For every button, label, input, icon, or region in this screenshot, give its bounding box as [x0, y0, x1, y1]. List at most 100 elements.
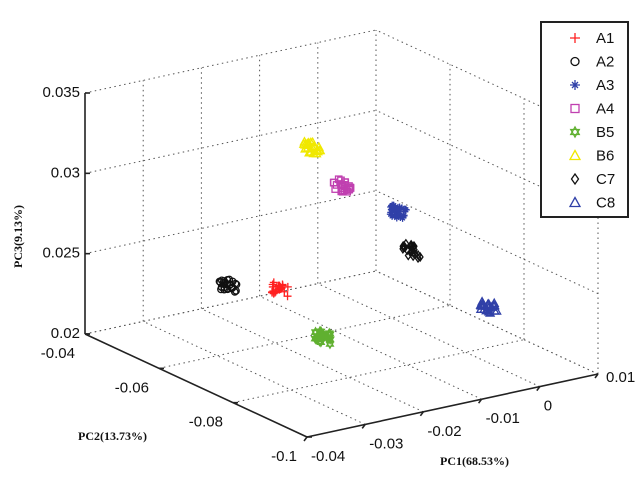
legend-marker-icon — [570, 80, 580, 90]
data-point — [316, 336, 326, 348]
y-tick-label: -0.1 — [271, 448, 297, 465]
data-point — [414, 250, 422, 261]
grid-line — [232, 339, 525, 404]
data-point — [416, 251, 424, 263]
grid-line — [259, 295, 482, 400]
y-axis-label: PC2(13.73%) — [78, 429, 147, 443]
legend-label: C7 — [596, 171, 615, 188]
data-point — [388, 211, 397, 220]
data-point — [216, 278, 225, 287]
data-point — [390, 205, 399, 214]
series-B5 — [310, 325, 335, 350]
legend-item-A1: A1 — [570, 30, 614, 47]
legend-label: A3 — [596, 77, 614, 94]
data-point — [393, 203, 402, 212]
x-tick-label: -0.01 — [486, 410, 520, 427]
y-tick-label: -0.08 — [189, 414, 223, 431]
data-point — [298, 138, 309, 148]
z-tick-label: 0.02 — [51, 325, 80, 342]
data-point — [269, 278, 278, 287]
data-point — [400, 241, 408, 252]
data-point — [217, 283, 226, 291]
data-point — [345, 185, 353, 194]
grid-line — [84, 109, 377, 174]
data-point — [323, 332, 333, 343]
grid-line — [142, 320, 366, 425]
grid-line — [84, 29, 377, 94]
series-C7 — [399, 238, 424, 264]
grid-line — [317, 283, 541, 388]
legend-marker-icon — [568, 149, 582, 161]
data-point — [392, 213, 401, 222]
data-point — [482, 299, 493, 309]
data-point — [304, 147, 315, 157]
legend-marker-icon — [570, 172, 580, 186]
x-tick-label: -0.04 — [311, 448, 345, 465]
legend-marker-icon — [570, 33, 580, 43]
x-tick — [361, 423, 366, 429]
x-axis-label: PC1(68.53%) — [440, 454, 509, 468]
series-B6 — [298, 136, 326, 158]
tick-labels: -0.04 -0.03 -0.02 -0.01 0 0.01 -0.1 -0.08 -0.06 -… — [41, 84, 635, 465]
data-point — [388, 202, 397, 211]
data-point — [404, 250, 412, 261]
z-tick-label: 0.03 — [51, 164, 80, 181]
legend-item-B6: B6 — [568, 148, 614, 165]
legend-label: B6 — [596, 148, 614, 165]
data-point — [311, 327, 321, 338]
data-point — [346, 183, 355, 192]
x-tick-label: 0 — [544, 398, 552, 415]
grid-line — [375, 190, 599, 295]
x-tick-label: 0.01 — [606, 369, 635, 386]
data-point — [283, 292, 292, 301]
legend-marker-icon — [569, 125, 581, 139]
data-point — [399, 211, 408, 220]
y-tick-label: -0.04 — [41, 345, 75, 362]
series-A3 — [386, 201, 410, 222]
data-point — [307, 136, 318, 147]
legend-item-A2: A2 — [570, 54, 614, 71]
x-tick — [536, 386, 541, 392]
y-tick-label: -0.06 — [115, 379, 149, 396]
data-point — [305, 146, 317, 156]
series-C8 — [475, 296, 502, 317]
x-tick — [419, 411, 425, 417]
grid-line — [158, 304, 451, 369]
data-point — [476, 300, 487, 310]
data-point — [269, 287, 278, 296]
data-point — [489, 297, 500, 307]
legend-item-A3: A3 — [570, 77, 614, 94]
data-point — [329, 178, 338, 187]
x-axis-line — [306, 373, 599, 438]
data-point — [475, 303, 487, 313]
data-point — [312, 144, 323, 154]
legend-label: B5 — [596, 124, 614, 141]
y-axis-line — [84, 333, 308, 438]
legend-marker-icon — [568, 196, 582, 208]
legend-item-C7: C7 — [570, 171, 615, 188]
data-point — [400, 205, 409, 214]
series-A2 — [215, 275, 241, 296]
data-point — [483, 302, 494, 312]
data-point — [280, 287, 289, 296]
grid-line — [84, 190, 377, 255]
data-points — [215, 136, 502, 350]
grid-line — [201, 308, 424, 413]
legend-label: A1 — [596, 30, 614, 47]
z-tick-label: 0.025 — [42, 245, 80, 262]
legend-label: C8 — [596, 195, 615, 212]
data-point — [387, 208, 396, 217]
data-point — [219, 278, 228, 287]
z-tick-label: 0.035 — [42, 84, 80, 101]
x-tick-label: -0.02 — [427, 423, 461, 440]
data-point — [325, 338, 335, 350]
data-point — [231, 279, 240, 288]
data-point — [488, 300, 499, 310]
legend-label: A4 — [596, 101, 614, 118]
legend-item-B5: B5 — [569, 124, 614, 141]
grid-lines — [84, 29, 599, 438]
grid-line — [375, 270, 599, 375]
data-point — [408, 246, 416, 257]
legend: A1 A2 A3 A4 B5 B6 C7 C8 — [540, 21, 629, 218]
